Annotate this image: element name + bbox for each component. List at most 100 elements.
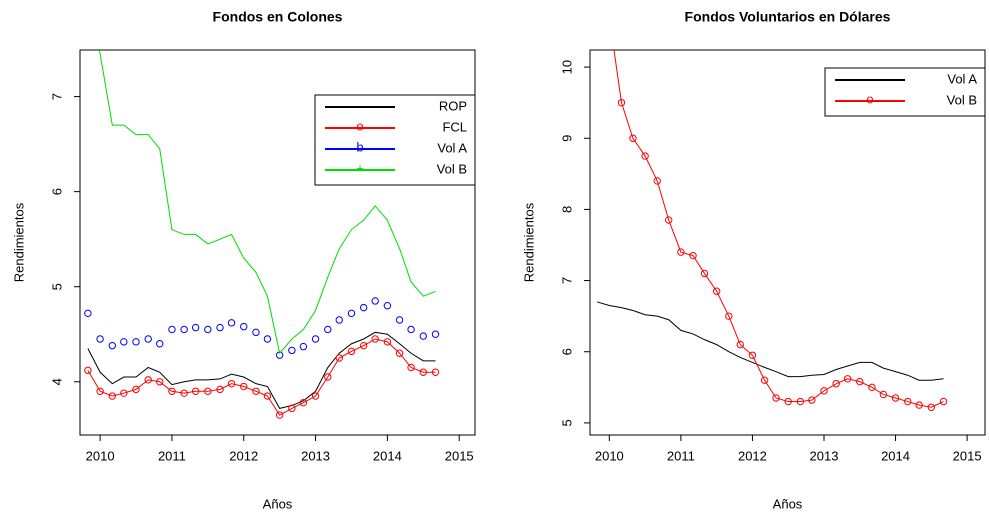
series-point xyxy=(832,380,840,388)
chart-title: Fondos en Colones xyxy=(213,9,343,25)
plot-frame xyxy=(79,49,476,436)
series-point xyxy=(927,403,936,411)
series-point xyxy=(216,385,224,394)
plot-area xyxy=(597,14,948,411)
series-point xyxy=(725,312,733,320)
series-point xyxy=(252,387,260,395)
series-point xyxy=(227,319,236,327)
series-line xyxy=(87,331,436,409)
series-point xyxy=(204,387,212,395)
legend-symbol: o xyxy=(356,118,363,133)
y-axis-label: Rendimientos xyxy=(11,202,26,282)
series-point xyxy=(335,354,343,362)
x-tick-label: 2010 xyxy=(86,448,115,463)
y-tick-label: 9 xyxy=(559,135,574,142)
series-point xyxy=(240,382,248,391)
series-point xyxy=(299,342,308,351)
x-tick-label: 2014 xyxy=(373,448,402,463)
x-tick-label: 2011 xyxy=(158,448,186,463)
series-point xyxy=(156,340,164,348)
legend-box xyxy=(824,67,986,117)
series-point xyxy=(132,338,140,346)
series-point xyxy=(299,398,308,407)
legend-label: Vol A xyxy=(437,140,467,155)
legend-label: Vol B xyxy=(437,161,467,176)
series-point xyxy=(796,397,805,406)
series-point xyxy=(689,251,697,260)
series-point xyxy=(191,323,200,332)
x-tick-label: 2011 xyxy=(667,448,695,463)
x-axis-label: Años xyxy=(773,496,803,511)
series-point xyxy=(629,134,637,142)
series-point xyxy=(324,325,332,334)
series-point xyxy=(407,325,415,334)
series-point xyxy=(84,366,92,375)
series-point xyxy=(180,389,188,397)
series-point xyxy=(275,411,284,419)
series-point xyxy=(407,363,415,372)
series-point xyxy=(606,14,612,20)
series-point xyxy=(736,340,744,349)
series-point xyxy=(288,404,296,413)
series-point xyxy=(431,368,440,376)
y-tick-label: 6 xyxy=(559,348,574,355)
series-line xyxy=(98,50,436,355)
series-point xyxy=(371,335,379,343)
y-tick-label: 8 xyxy=(559,206,574,213)
series-point xyxy=(868,383,876,392)
y-axis-label: Rendimientos xyxy=(521,202,536,282)
legend-label: ROP xyxy=(439,98,467,113)
series-point xyxy=(653,177,661,185)
y-tick-label: 5 xyxy=(559,419,574,426)
legend-symbol: b xyxy=(356,139,363,154)
legend-label: Vol A xyxy=(947,71,977,86)
series-point xyxy=(748,351,757,359)
series-point xyxy=(216,323,224,332)
series-point xyxy=(677,248,685,256)
x-tick-label: 2012 xyxy=(229,448,258,463)
y-tick-label: 6 xyxy=(49,188,64,195)
series-point xyxy=(120,389,128,397)
series-point xyxy=(383,302,392,310)
x-tick-label: 2013 xyxy=(301,448,330,463)
series-point xyxy=(347,309,356,318)
series-point xyxy=(617,98,626,107)
legend-label: Vol B xyxy=(947,92,977,107)
series-point xyxy=(820,387,828,395)
series-point xyxy=(144,335,152,343)
series-point xyxy=(359,341,368,350)
series-point xyxy=(939,397,948,406)
series-line xyxy=(613,50,944,408)
y-tick-label: 10 xyxy=(559,60,574,74)
series-point xyxy=(395,349,404,357)
series-point xyxy=(904,397,912,406)
series-point xyxy=(108,341,117,350)
series-point xyxy=(108,392,117,400)
series-point xyxy=(156,378,164,386)
series-point xyxy=(843,375,852,383)
series-point xyxy=(359,303,368,312)
legend-label: FCL xyxy=(442,119,467,134)
series-point xyxy=(120,338,128,346)
series-point xyxy=(371,297,379,305)
series-point xyxy=(132,385,140,394)
series-point xyxy=(915,401,923,409)
y-tick-label: 5 xyxy=(49,283,64,290)
series-point xyxy=(700,269,709,278)
series-point xyxy=(879,390,888,399)
series-point xyxy=(168,387,176,395)
series-point xyxy=(335,316,343,324)
x-tick-label: 2014 xyxy=(881,448,910,463)
series-point xyxy=(431,330,440,338)
series-point xyxy=(324,373,332,381)
series-point xyxy=(808,396,816,404)
y-tick-label: 7 xyxy=(559,277,574,284)
series-point xyxy=(263,392,272,400)
x-tick-label: 2012 xyxy=(738,448,767,463)
series-line xyxy=(87,338,436,416)
series-point xyxy=(180,325,188,334)
legend-symbol: o xyxy=(866,91,873,106)
series-point xyxy=(288,346,296,355)
series-point xyxy=(96,387,104,395)
